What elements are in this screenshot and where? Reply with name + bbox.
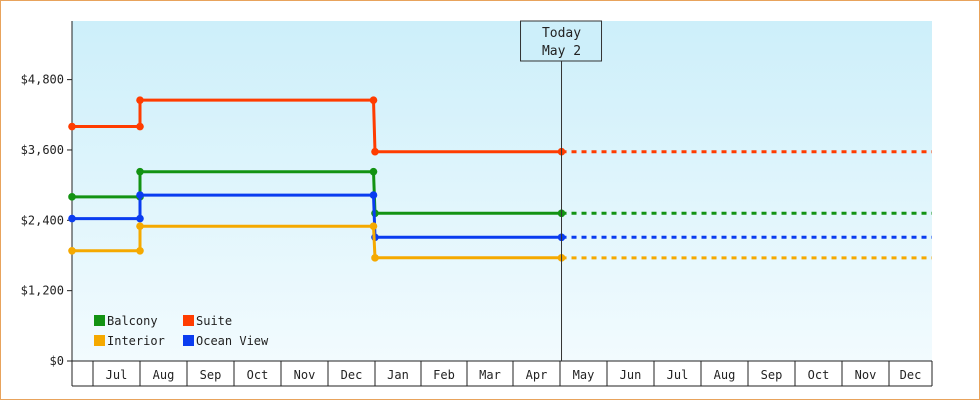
x-tick-label: Nov [855,368,877,382]
x-tick-label: Oct [247,368,269,382]
x-tick-label: Sep [200,368,222,382]
series-point [68,246,76,255]
legend-label: Interior [107,334,165,348]
x-tick-label: Nov [294,368,316,382]
plot-background [72,21,932,361]
series-point [369,96,378,104]
x-tick-label: Feb [433,368,455,382]
series-point [369,191,378,199]
x-tick-label: Jul [106,368,128,382]
legend-label: Ocean View [196,334,269,348]
x-tick-label: Sep [761,368,783,382]
series-line-balcony [72,170,562,215]
series-line-suite [72,98,562,154]
x-tick-label: Jan [387,368,409,382]
x-tick-label: Jun [620,368,642,382]
series-point [369,222,378,230]
series-point [136,214,144,223]
series-point [369,167,378,176]
series-point [371,147,379,156]
x-tick-label: Dec [341,368,363,382]
legend-swatch [183,335,194,346]
x-tick-label: Oct [808,368,830,382]
today-date-label: May 2 [542,44,581,59]
series-line-ocean-view [72,193,562,239]
legend-swatch [183,315,194,326]
series-point [68,214,76,223]
series-line-interior [72,224,562,260]
legend-label: Suite [196,314,232,328]
today-label: Today [542,26,581,41]
x-tick-label: May [573,368,595,382]
series-point [136,167,144,176]
series-point [136,246,144,255]
y-tick-label: $0 [50,354,64,368]
x-tick-label: Apr [526,368,548,382]
x-tick-label: Aug [714,368,736,382]
today-box [520,20,603,62]
legend-swatch [94,335,105,346]
series-point [136,191,144,199]
x-tick-label: Aug [153,368,175,382]
legend-label: Balcony [107,314,158,328]
series-point [136,96,144,104]
x-tick-label: Dec [900,368,922,382]
y-tick-label: $1,200 [21,284,64,298]
y-tick-label: $2,400 [21,213,64,227]
x-tick-label: Mar [479,368,501,382]
series-point [68,122,76,131]
y-tick-label: $3,600 [21,143,64,157]
series-point [68,193,76,201]
legend-swatch [94,315,105,326]
y-tick-label: $4,800 [21,73,64,87]
series-point [371,254,379,262]
x-tick-label: Jul [667,368,689,382]
series-point [136,122,144,131]
series-point [136,222,144,230]
